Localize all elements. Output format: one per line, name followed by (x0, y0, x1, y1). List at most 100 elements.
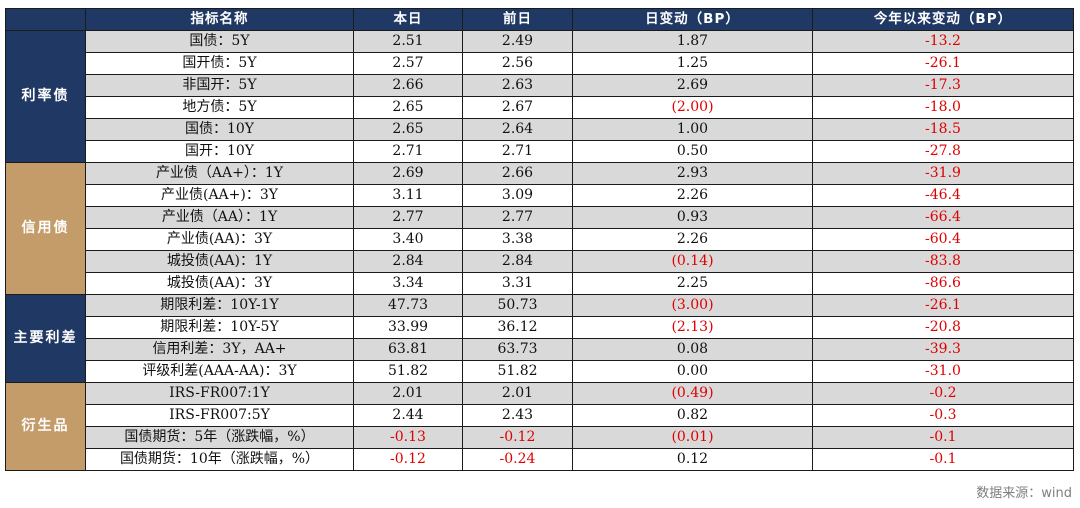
previous-value-cell: 63.73 (462, 338, 573, 361)
data-source-note: 数据来源：wind (976, 486, 1072, 501)
indicator-name-cell: 期限利差：10Y-5Y (85, 316, 354, 339)
today-value-cell: 3.40 (353, 228, 463, 251)
ytd-change-cell: -86.6 (812, 272, 1074, 295)
today-value-cell: 2.66 (353, 74, 463, 97)
ytd-change-cell: -39.3 (812, 338, 1074, 361)
today-value-cell: 2.77 (353, 206, 463, 229)
today-value-cell: 2.71 (353, 140, 463, 163)
previous-value-cell: 3.09 (462, 184, 573, 207)
today-value-cell: 2.65 (353, 118, 463, 141)
indicator-name-cell: 城投债(AA)：1Y (85, 250, 354, 273)
daily-change-cell: 0.08 (572, 338, 813, 361)
daily-change-cell: 2.93 (572, 162, 813, 185)
today-value-cell: 33.99 (353, 316, 463, 339)
header-row: 指标名称 本日 前日 日变动（BP） 今年以来变动（BP） (5, 8, 1074, 31)
table-row: 产业债（AA）：1Y 2.77 2.77 0.93 -66.4 (6, 206, 1074, 229)
previous-value-cell: 50.73 (462, 294, 573, 317)
table-row: 信用利差：3Y，AA+ 63.81 63.73 0.08 -39.3 (6, 338, 1074, 361)
today-value-cell: 2.01 (353, 382, 463, 405)
header-indicator-name: 指标名称 (85, 8, 354, 31)
today-value-cell: 3.11 (353, 184, 463, 207)
indicator-name-cell: 国债：5Y (85, 30, 354, 53)
daily-change-cell: 0.93 (572, 206, 813, 229)
previous-value-cell: 2.71 (462, 140, 573, 163)
daily-change-cell: (0.49) (572, 382, 813, 405)
category-label: 信用债 (5, 162, 86, 295)
previous-value-cell: 2.56 (462, 52, 573, 75)
ytd-change-cell: -18.5 (812, 118, 1074, 141)
today-value-cell: 2.51 (353, 30, 463, 53)
previous-value-cell: 2.64 (462, 118, 573, 141)
daily-change-cell: (2.00) (572, 96, 813, 119)
bond-market-table-container: 指标名称 本日 前日 日变动（BP） 今年以来变动（BP） 利率债 国债：5Y 2.… (5, 8, 1074, 474)
ytd-change-cell: -0.3 (812, 404, 1074, 427)
table-row: 产业债(AA+)：3Y 3.11 3.09 2.26 -46.4 (6, 184, 1074, 207)
header-today: 本日 (353, 8, 463, 31)
indicator-name-cell: 城投债(AA)：3Y (85, 272, 354, 295)
previous-value-cell: 2.84 (462, 250, 573, 273)
daily-change-cell: 2.26 (572, 184, 813, 207)
daily-change-cell: 1.87 (572, 30, 813, 53)
ytd-change-cell: -17.3 (812, 74, 1074, 97)
table-row: 国开债：5Y 2.57 2.56 1.25 -26.1 (6, 52, 1074, 75)
header-previous-day: 前日 (462, 8, 573, 31)
ytd-change-cell: -31.9 (812, 162, 1074, 185)
table-row: IRS-FR007:5Y 2.44 2.43 0.82 -0.3 (6, 404, 1074, 427)
table-row: 国债：10Y 2.65 2.64 1.00 -18.5 (6, 118, 1074, 141)
indicator-name-cell: IRS-FR007:5Y (85, 404, 354, 427)
previous-value-cell: 3.38 (462, 228, 573, 251)
table-row: 产业债(AA)：3Y 3.40 3.38 2.26 -60.4 (6, 228, 1074, 251)
previous-value-cell: 2.77 (462, 206, 573, 229)
ytd-change-cell: -20.8 (812, 316, 1074, 339)
previous-value-cell: 2.49 (462, 30, 573, 53)
table-row: 国债期货：10年（涨跌幅，%） -0.12 -0.24 0.12 -0.1 (6, 448, 1074, 471)
previous-value-cell: 2.63 (462, 74, 573, 97)
ytd-change-cell: -26.1 (812, 294, 1074, 317)
ytd-change-cell: -13.2 (812, 30, 1074, 53)
today-value-cell: 63.81 (353, 338, 463, 361)
ytd-change-cell: -0.2 (812, 382, 1074, 405)
daily-change-cell: (0.14) (572, 250, 813, 273)
table-row: 国债期货：5年（涨跌幅，%） -0.13 -0.12 (0.01) -0.1 (6, 426, 1074, 449)
indicator-name-cell: 产业债（AA）：1Y (85, 206, 354, 229)
previous-value-cell: -0.12 (462, 426, 573, 449)
ytd-change-cell: -27.8 (812, 140, 1074, 163)
indicator-name-cell: 国债期货：5年（涨跌幅，%） (85, 426, 354, 449)
today-value-cell: 2.69 (353, 162, 463, 185)
ytd-change-cell: -18.0 (812, 96, 1074, 119)
daily-change-cell: 0.50 (572, 140, 813, 163)
indicator-name-cell: 国开债：5Y (85, 52, 354, 75)
ytd-change-cell: -46.4 (812, 184, 1074, 207)
indicator-name-cell: 信用利差：3Y，AA+ (85, 338, 354, 361)
previous-value-cell: 2.66 (462, 162, 573, 185)
table-row: 主要利差 期限利差：10Y-1Y 47.73 50.73 (3.00) -26.1 (5, 294, 1074, 383)
daily-change-cell: 0.82 (572, 404, 813, 427)
indicator-name-cell: 评级利差(AAA-AA)：3Y (85, 360, 354, 383)
ytd-change-cell: -0.1 (812, 448, 1074, 471)
indicator-name-cell: 国债期货：10年（涨跌幅，%） (85, 448, 354, 471)
ytd-change-cell: -60.4 (812, 228, 1074, 251)
indicator-name-cell: IRS-FR007:1Y (85, 382, 354, 405)
today-value-cell: 47.73 (353, 294, 463, 317)
previous-value-cell: 36.12 (462, 316, 573, 339)
table-row: 城投债(AA)：3Y 3.34 3.31 2.25 -86.6 (6, 272, 1074, 295)
previous-value-cell: 3.31 (462, 272, 573, 295)
table-row: 地方债：5Y 2.65 2.67 (2.00) -18.0 (6, 96, 1074, 119)
table-body: 利率债 国债：5Y 2.51 2.49 1.87 -13.2 国开债：5Y 2.57 2.56 1… (5, 30, 1074, 471)
table-row: 衍生品 IRS-FR007:1Y 2.01 2.01 (0.49) -0.2 (5, 382, 1074, 471)
ytd-change-cell: -31.0 (812, 360, 1074, 383)
indicator-name-cell: 产业债(AA)：3Y (85, 228, 354, 251)
header-ytd-change: 今年以来变动（BP） (812, 8, 1074, 31)
today-value-cell: 3.34 (353, 272, 463, 295)
previous-value-cell: 51.82 (462, 360, 573, 383)
table-row: 期限利差：10Y-5Y 33.99 36.12 (2.13) -20.8 (6, 316, 1074, 339)
indicator-name-cell: 期限利差：10Y-1Y (85, 294, 354, 317)
indicator-name-cell: 产业债(AA+)：3Y (85, 184, 354, 207)
today-value-cell: 2.44 (353, 404, 463, 427)
daily-change-cell: 2.26 (572, 228, 813, 251)
indicator-name-cell: 国开：10Y (85, 140, 354, 163)
daily-change-cell: 2.69 (572, 74, 813, 97)
category-label: 主要利差 (5, 294, 86, 383)
ytd-change-cell: -83.8 (812, 250, 1074, 273)
daily-change-cell: (3.00) (572, 294, 813, 317)
